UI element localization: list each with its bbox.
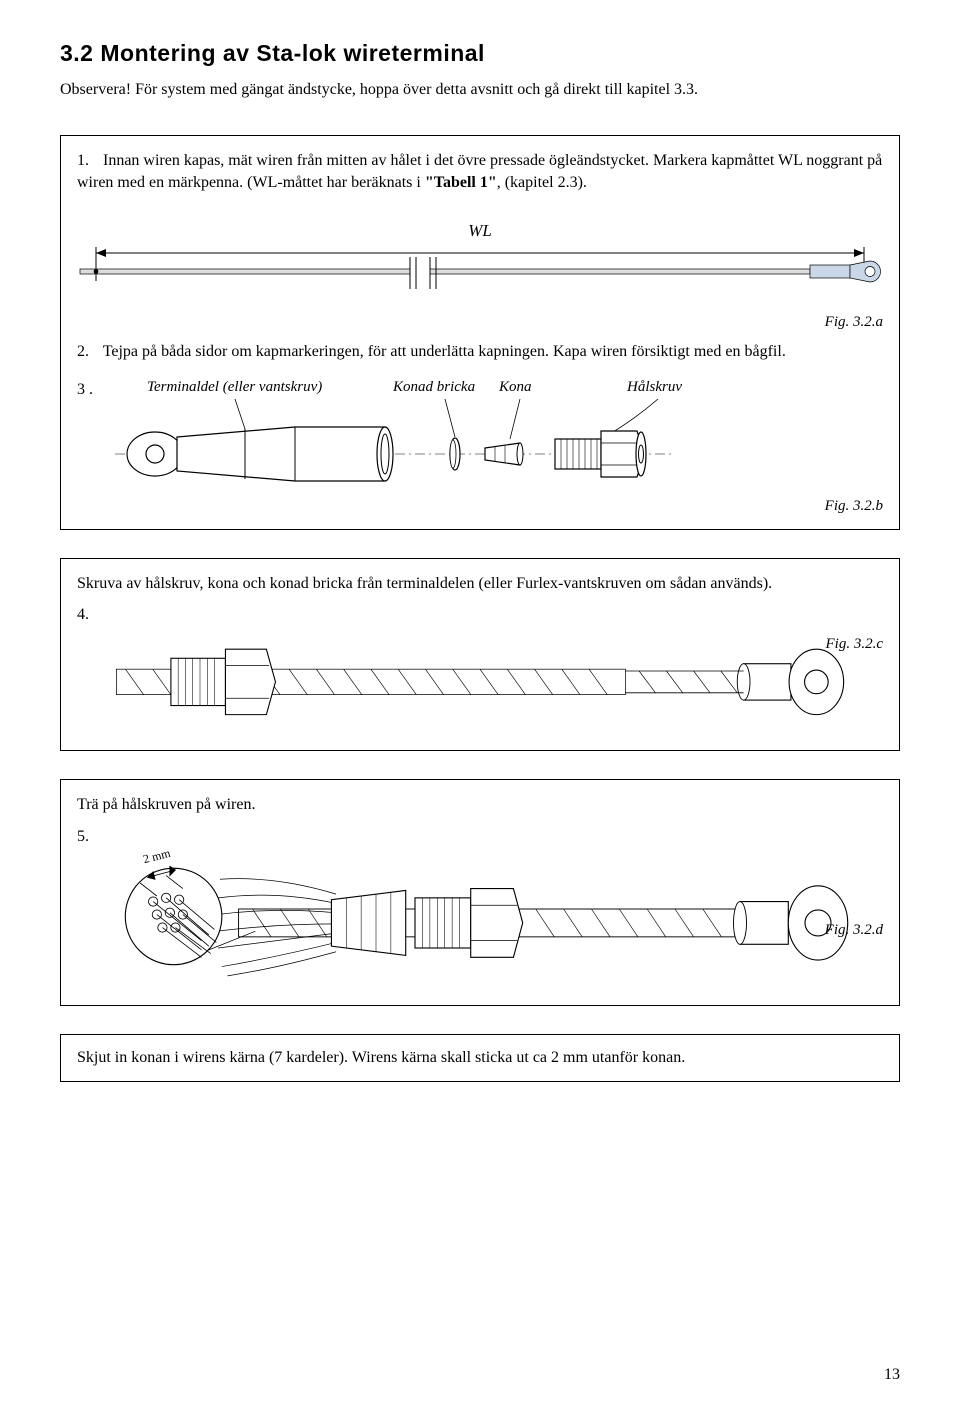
step-1-tail: , (kapitel 2.3). — [497, 174, 587, 191]
section-note: Observera! För system med gängat ändstyc… — [60, 81, 900, 99]
step-4-num: 4. — [77, 604, 883, 626]
callout-terminal: Terminaldel (eller vantskruv) — [147, 379, 322, 396]
block4-text: Skjut in konan i wirens kärna (7 kardele… — [77, 1047, 883, 1069]
block-2: Skruva av hålskruv, kona och konad brick… — [60, 558, 900, 751]
block2-text: Skruva av hålskruv, kona och konad brick… — [77, 573, 883, 595]
step-1: 1. Innan wiren kapas, mät wiren från mit… — [77, 150, 883, 193]
callout-bricka: Konad bricka — [393, 379, 475, 396]
step-3-num: 3 . — [77, 379, 107, 399]
step-1-bold: "Tabell 1" — [425, 174, 497, 191]
wl-diagram — [77, 243, 883, 303]
fig-3-2-b: Fig. 3.2.b — [107, 498, 883, 515]
wire-threading-diagram — [77, 631, 883, 731]
block3-text: Trä på hålskruven på wiren. — [77, 794, 883, 816]
step-5-num: 5. — [77, 826, 883, 848]
callout-halskruv: Hålskruv — [627, 379, 682, 396]
block-3: Trä på hålskruven på wiren. 5. 2 mm — [60, 779, 900, 1006]
step-2-num: 2. — [77, 341, 99, 363]
step-1-num: 1. — [77, 150, 99, 172]
step-2-text: Tejpa på båda sidor om kapmarkeringen, f… — [103, 343, 786, 360]
block-1: 1. Innan wiren kapas, mät wiren från mit… — [60, 135, 900, 530]
step-3-row: 3 . Terminaldel (eller vantskruv) Konad … — [77, 379, 883, 515]
block-4: Skjut in konan i wirens kärna (7 kardele… — [60, 1034, 900, 1082]
callout-kona: Kona — [499, 379, 532, 396]
fig-3-2-a: Fig. 3.2.a — [77, 314, 883, 331]
cone-insert-diagram — [77, 857, 883, 987]
step-2: 2. Tejpa på båda sidor om kapmarkeringen… — [77, 341, 883, 363]
exploded-diagram — [107, 399, 883, 499]
section-title: 3.2 Montering av Sta-lok wireterminal — [60, 40, 900, 67]
wl-label: WL — [77, 221, 883, 241]
callout-row: Terminaldel (eller vantskruv) Konad bric… — [107, 379, 883, 399]
page-number: 13 — [884, 1366, 900, 1384]
